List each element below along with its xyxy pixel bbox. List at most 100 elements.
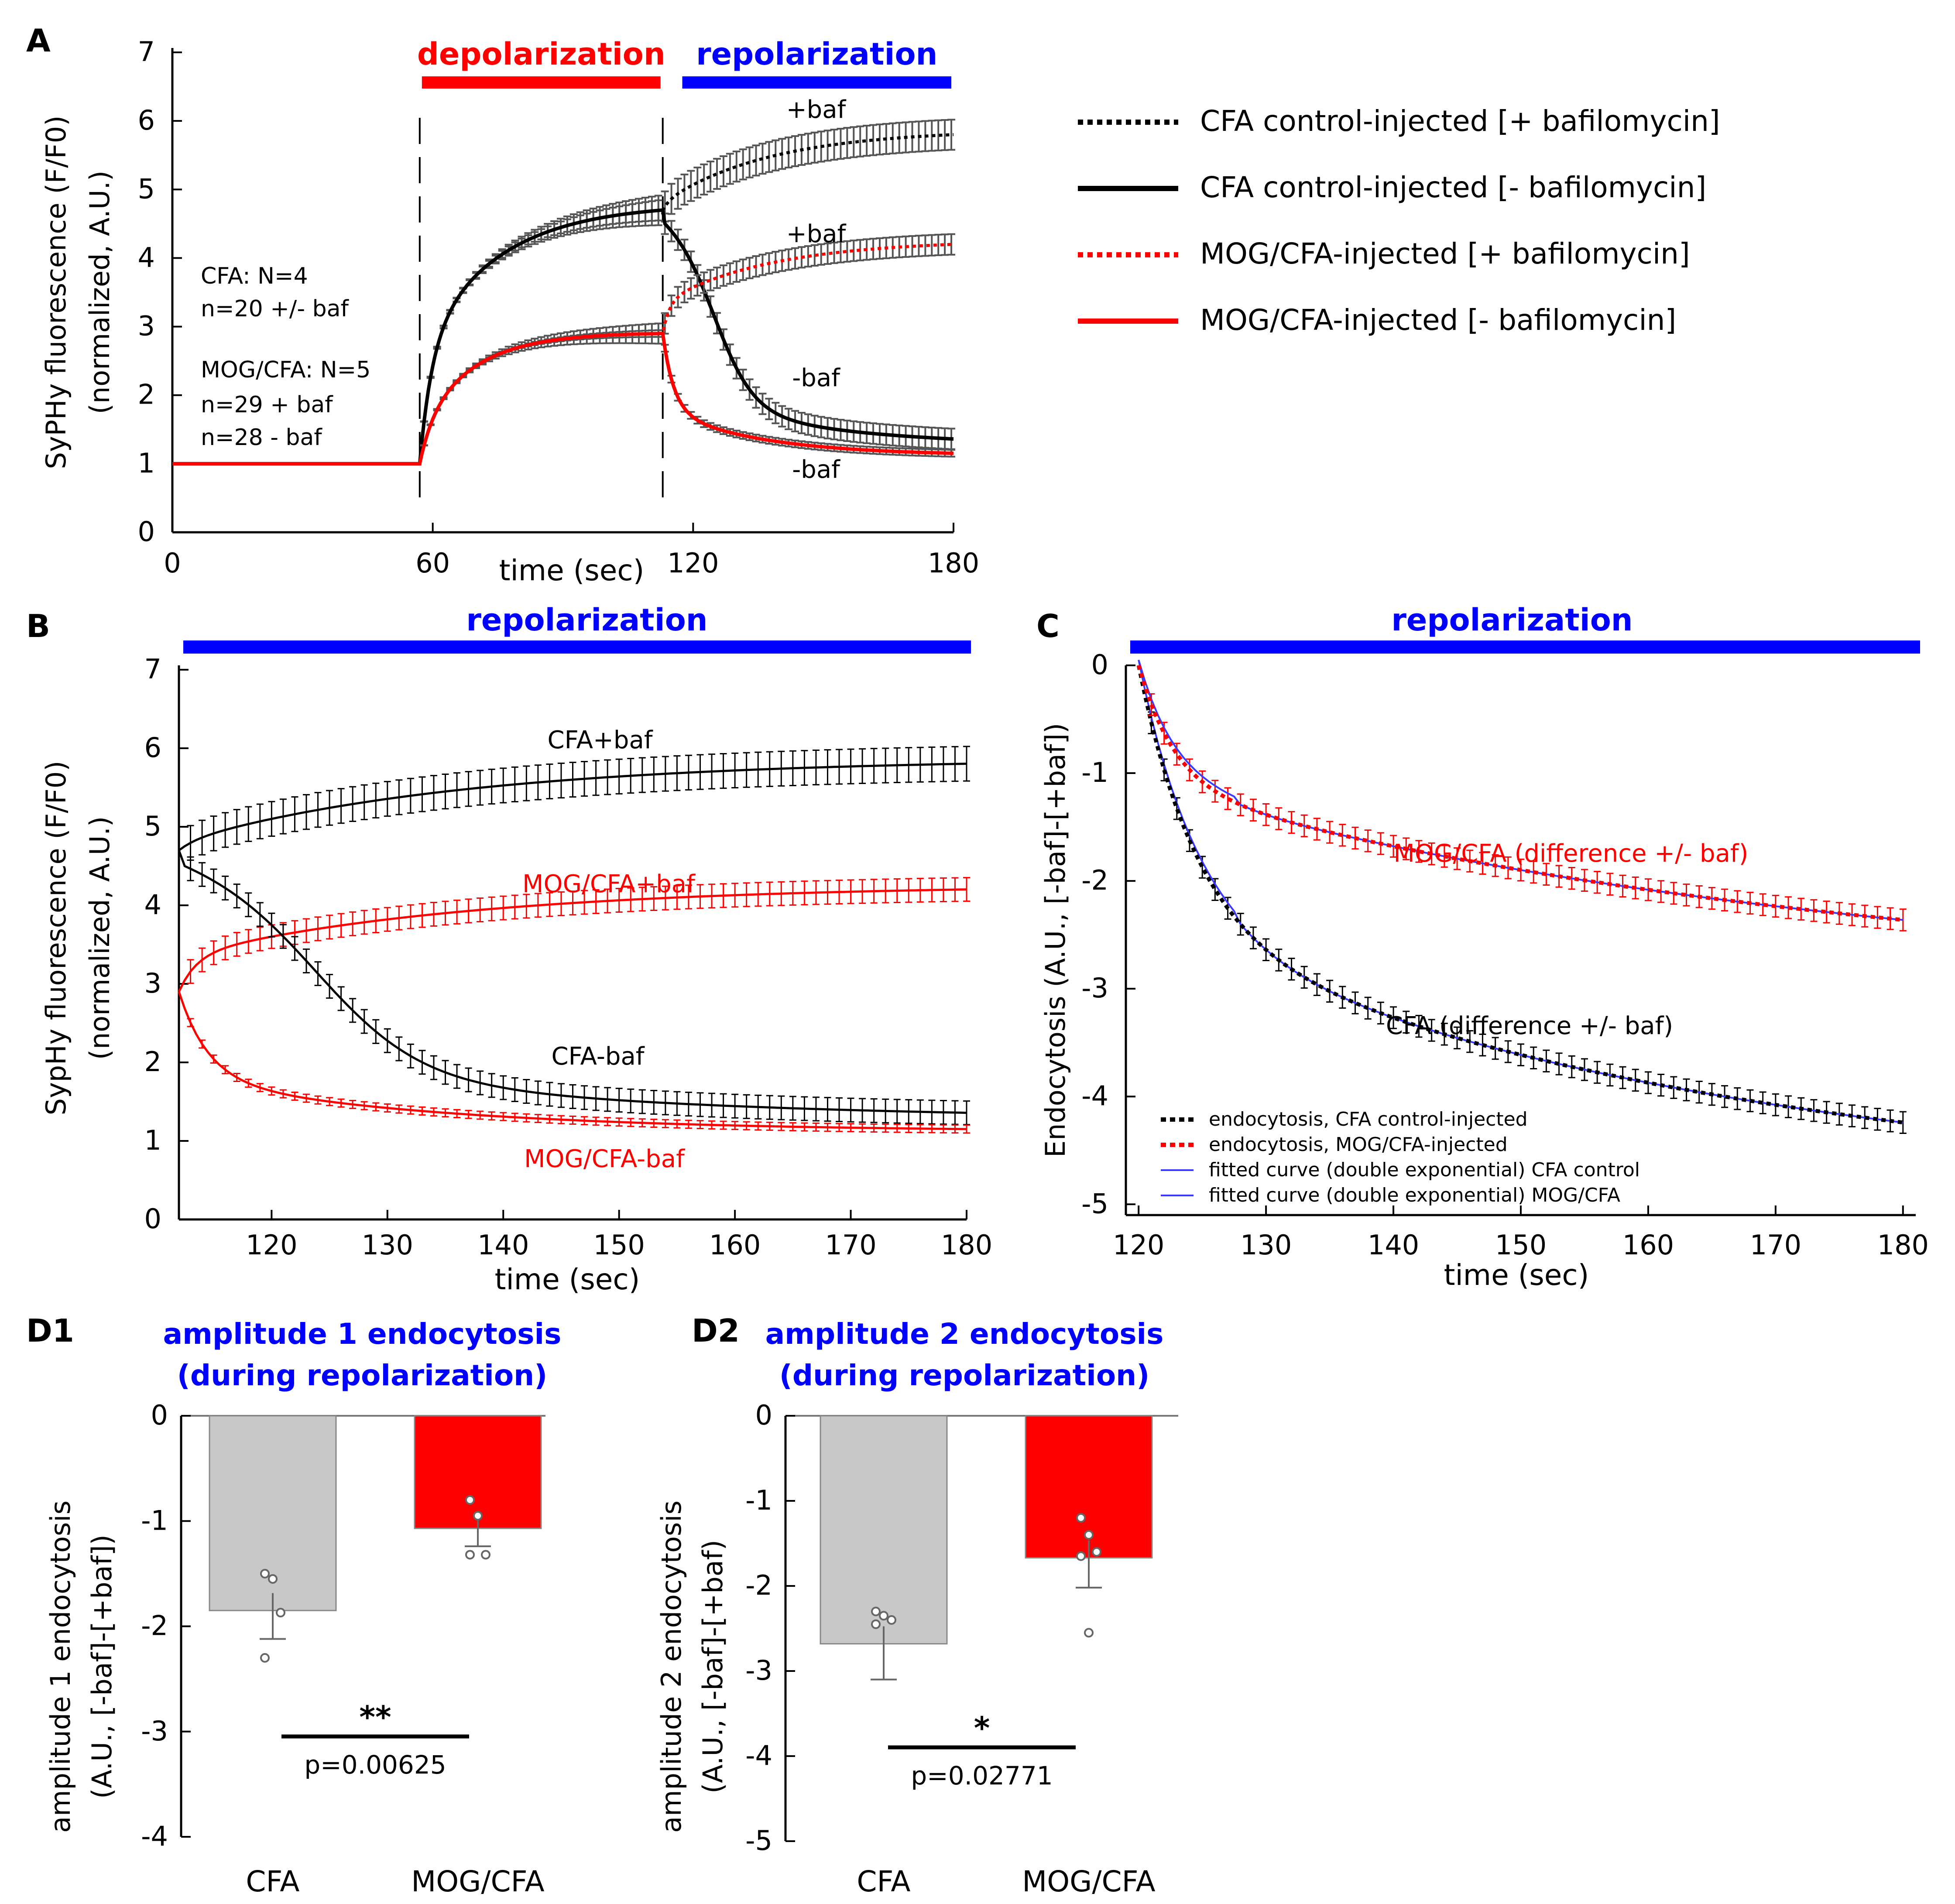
x-tick-label: 150 [1495, 1229, 1547, 1261]
phase-label: repolarization [1391, 602, 1633, 638]
y-axis-label: SypHy fluorescence (F/F0) [40, 761, 72, 1116]
bar [414, 1415, 542, 1529]
x-tick-label: 120 [1113, 1229, 1164, 1261]
y-tick-label: -1 [745, 1484, 772, 1516]
x-tick-label: 180 [1877, 1229, 1929, 1261]
y-tick-label: -5 [745, 1825, 772, 1856]
y-axis-label: amplitude 2 endocytosis [655, 1500, 687, 1833]
legend-label: CFA control-injected [+ bafilomycin] [1200, 104, 1720, 138]
stats-text: n=28 - baf [201, 425, 322, 451]
y-tick-label: 0 [755, 1399, 772, 1431]
series-line [1136, 664, 1904, 922]
x-tick-label: 130 [362, 1229, 413, 1261]
panel-d1: D1 amplitude 1 endocytosis (during repolar… [26, 1312, 561, 1898]
data-point [871, 1606, 881, 1616]
panel-title: (during repolarization) [779, 1359, 1150, 1392]
y-tick-label: 1 [138, 447, 155, 479]
x-axis-label: time (sec) [499, 554, 645, 587]
data-point [879, 1611, 888, 1621]
y-tick-label: 6 [138, 104, 155, 136]
panel-a: A 0 1 2 3 4 5 6 7 0 60 120 180 time (sec) SyPHy fluore… [26, 22, 1720, 587]
data-point [871, 1619, 881, 1629]
panel-title: amplitude 1 endocytosis [163, 1317, 562, 1351]
y-axis-label: SyPHy fluorescence (F/F0) [40, 116, 72, 469]
y-axis-label: (normalized, A.U.) [84, 816, 116, 1060]
data-point [887, 1615, 896, 1625]
y-tick-label: -3 [745, 1654, 772, 1686]
x-axis-label: time (sec) [1444, 1258, 1589, 1292]
stats-text: CFA: N=4 [201, 263, 308, 289]
significance-stars: ** [359, 1699, 391, 1735]
phase-label: repolarization [466, 602, 707, 638]
data-point [465, 1495, 475, 1505]
y-tick-label: 0 [138, 516, 155, 548]
data-point [260, 1568, 270, 1579]
y-tick-label: 2 [144, 1046, 161, 1078]
x-tick-label: 180 [928, 547, 979, 579]
y-tick-label: 1 [144, 1124, 161, 1156]
y-axis-label: (A.U., [-baf]-[+baf]) [86, 1534, 118, 1799]
y-tick-label: -3 [1081, 972, 1108, 1004]
y-tick-label: 4 [138, 241, 155, 273]
data-point [268, 1574, 278, 1584]
y-tick-label: 2 [138, 379, 155, 411]
panel-label-c: C [1036, 608, 1060, 644]
y-tick-label: 0 [144, 1203, 161, 1235]
y-axis-label: Endocytosis (A.U., [-baf]-[+baf]) [1039, 723, 1071, 1157]
panel-title: (during repolarization) [177, 1359, 548, 1392]
stats-text: MOG/CFA: N=5 [201, 357, 370, 383]
y-tick-label: -3 [141, 1715, 168, 1747]
x-tick-label: 180 [941, 1229, 992, 1261]
data-point [481, 1550, 490, 1560]
y-tick-label: 5 [138, 173, 155, 205]
series-line [172, 133, 954, 466]
y-axis-label: amplitude 1 endocytosis [45, 1500, 76, 1833]
data-point [260, 1653, 270, 1663]
phase-bar [183, 640, 971, 654]
significance-stars: * [974, 1710, 990, 1746]
y-axis-label: (A.U., [-baf]-[+baf) [697, 1540, 729, 1794]
x-tick-label: 160 [709, 1229, 761, 1261]
data-point [473, 1511, 483, 1521]
x-tick-label: 150 [593, 1229, 645, 1261]
curve-label: +baf [786, 96, 847, 124]
panel-label-b: B [26, 608, 50, 644]
legend-label: endocytosis, MOG/CFA-injected [1209, 1133, 1508, 1156]
panel-d2: D2 amplitude 2 endocytosis (during repolar… [655, 1312, 1178, 1898]
y-tick-label: 7 [144, 653, 161, 685]
legend-label: fitted curve (double exponential) MOG/CF… [1209, 1184, 1620, 1206]
phase-label: repolarization [696, 36, 937, 72]
phase-bar [422, 76, 661, 89]
phase-bar [682, 76, 951, 89]
data-point [1084, 1628, 1094, 1638]
x-tick-label: 130 [1240, 1229, 1292, 1261]
series-label: MOG/CFA-baf [524, 1145, 685, 1173]
series-label: MOG/CFA+baf [522, 870, 696, 898]
curve-label: +baf [786, 220, 847, 248]
bar [820, 1415, 948, 1645]
stats-text: n=20 +/- baf [201, 296, 349, 322]
x-category-label: MOG/CFA [411, 1865, 544, 1898]
p-value: p=0.00625 [304, 1750, 446, 1780]
x-tick-label: 170 [825, 1229, 876, 1261]
legend-label: MOG/CFA-injected [- bafilomycin] [1200, 303, 1676, 337]
curve-label: -baf [792, 455, 840, 484]
y-tick-label: 7 [138, 36, 155, 68]
panel-label: D1 [26, 1312, 74, 1349]
panel-label-a: A [26, 22, 51, 59]
p-value: p=0.02771 [911, 1761, 1053, 1791]
y-tick-label: -2 [745, 1569, 772, 1601]
y-tick-label: 4 [144, 889, 161, 921]
legend-label: endocytosis, CFA control-injected [1209, 1108, 1528, 1130]
y-tick-label: 3 [144, 967, 161, 999]
series-line [1136, 665, 1904, 1125]
x-tick-label: 160 [1622, 1229, 1674, 1261]
x-tick-label: 120 [667, 547, 719, 579]
legend-label: fitted curve (double exponential) CFA co… [1209, 1159, 1640, 1181]
data-point [1076, 1513, 1086, 1523]
data-point [1076, 1551, 1086, 1561]
x-tick-label: 170 [1750, 1229, 1801, 1261]
